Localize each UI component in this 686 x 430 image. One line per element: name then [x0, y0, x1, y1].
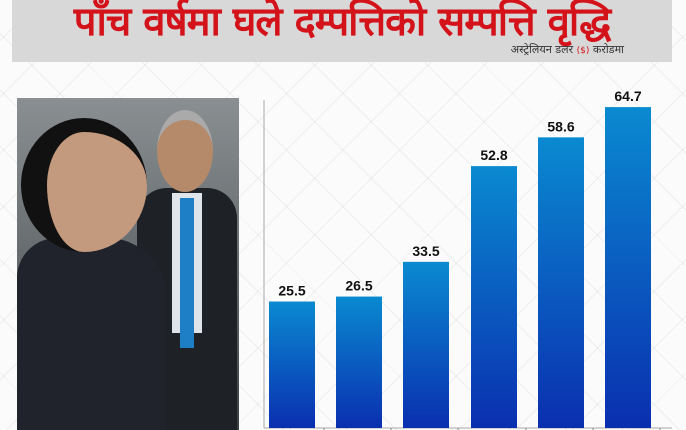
chart-title: पाँच वर्षमा घले दम्पत्तिको सम्पत्ति वृद्…: [73, 0, 611, 45]
unit-suffix: करोडमा: [592, 43, 624, 56]
man-head: [157, 110, 213, 192]
bar: [403, 261, 449, 428]
data-label: 33.5: [412, 243, 439, 259]
bar: [269, 301, 315, 428]
data-label: 52.8: [480, 147, 507, 163]
unit-label: अस्ट्रेलियन डलर: [510, 43, 574, 56]
tie: [180, 198, 194, 348]
woman-figure: [17, 238, 167, 430]
title-band: पाँच वर्षमा घले दम्पत्तिको सम्पत्ति वृद्…: [12, 0, 672, 62]
data-label: 58.6: [547, 118, 574, 134]
data-label: 25.5: [278, 283, 305, 299]
bar: [471, 166, 517, 428]
chart-subtitle: अस्ट्रेलियन डलर ($) करोडमा: [511, 42, 624, 57]
bar: [538, 137, 584, 428]
bar: [336, 296, 382, 428]
bar: [605, 107, 651, 428]
data-label: 26.5: [345, 278, 372, 294]
currency-symbol: ($): [576, 46, 590, 56]
data-label: 64.7: [614, 88, 641, 104]
couple-photo: [17, 98, 239, 430]
